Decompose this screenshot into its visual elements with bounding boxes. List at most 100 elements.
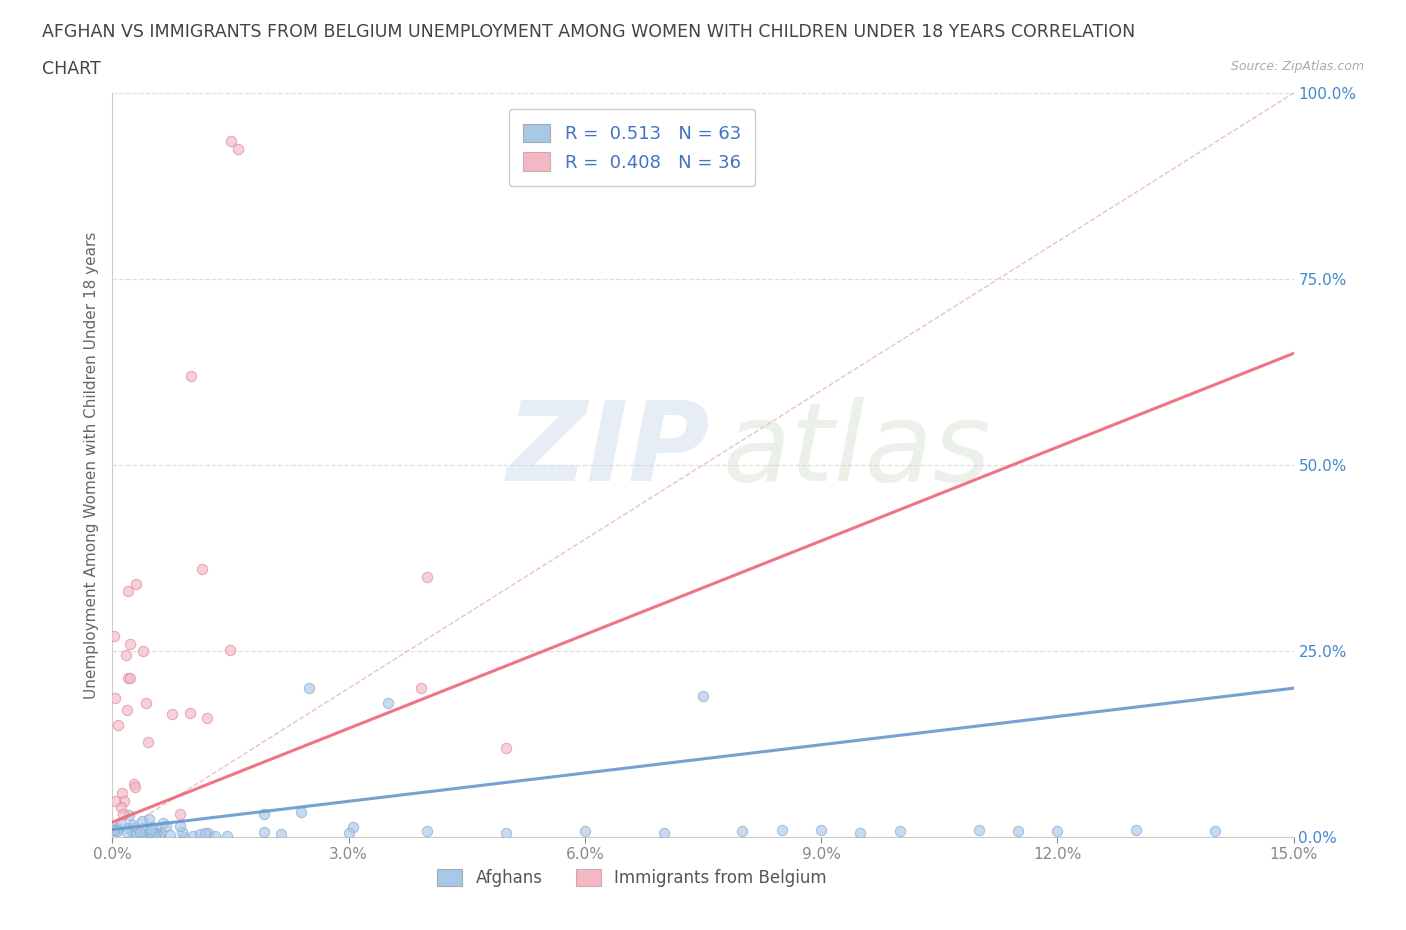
Text: AFGHAN VS IMMIGRANTS FROM BELGIUM UNEMPLOYMENT AMONG WOMEN WITH CHILDREN UNDER 1: AFGHAN VS IMMIGRANTS FROM BELGIUM UNEMPL… <box>42 23 1136 41</box>
Point <box>219 643 242 658</box>
Point <box>131 814 153 829</box>
Point <box>169 806 191 821</box>
Point <box>103 629 125 644</box>
Point <box>1007 824 1029 839</box>
Point <box>115 648 138 663</box>
Point <box>110 816 132 830</box>
Point <box>118 671 141 685</box>
Point <box>195 711 218 725</box>
Point <box>141 821 163 836</box>
Point <box>180 368 202 383</box>
Point <box>136 735 159 750</box>
Point <box>112 807 135 822</box>
Point <box>107 820 129 835</box>
Text: Source: ZipAtlas.com: Source: ZipAtlas.com <box>1230 60 1364 73</box>
Point <box>143 829 166 844</box>
Point <box>117 584 139 599</box>
Point <box>1125 822 1147 837</box>
Point <box>112 793 135 808</box>
Point <box>111 785 134 800</box>
Point <box>1204 824 1226 839</box>
Point <box>253 806 276 821</box>
Point <box>105 824 128 839</box>
Point <box>190 562 212 577</box>
Point <box>138 812 160 827</box>
Point <box>129 827 152 842</box>
Point <box>169 818 191 833</box>
Point <box>162 707 184 722</box>
Point <box>194 826 217 841</box>
Point <box>110 800 132 815</box>
Point <box>731 824 754 839</box>
Point <box>252 825 274 840</box>
Point <box>103 823 125 838</box>
Point <box>495 826 517 841</box>
Point <box>129 825 152 840</box>
Point <box>377 696 399 711</box>
Point <box>692 688 714 703</box>
Text: CHART: CHART <box>42 60 101 78</box>
Point <box>574 824 596 839</box>
Point <box>139 824 162 839</box>
Point <box>142 827 165 842</box>
Point <box>849 826 872 841</box>
Point <box>889 824 911 839</box>
Point <box>770 822 793 837</box>
Point <box>179 706 201 721</box>
Point <box>125 825 148 840</box>
Point <box>145 826 167 841</box>
Point <box>121 817 143 832</box>
Text: atlas: atlas <box>723 396 991 504</box>
Point <box>104 793 127 808</box>
Point <box>337 826 360 841</box>
Point <box>173 830 195 844</box>
Point <box>152 816 174 830</box>
Point <box>115 825 138 840</box>
Point <box>118 636 141 651</box>
Point <box>197 826 219 841</box>
Point <box>228 141 250 156</box>
Point <box>107 717 129 732</box>
Point <box>122 820 145 835</box>
Point <box>204 829 226 844</box>
Point <box>115 702 138 717</box>
Point <box>141 819 163 834</box>
Point <box>159 828 181 843</box>
Point <box>219 134 242 149</box>
Point <box>118 808 141 823</box>
Point <box>145 826 167 841</box>
Point <box>124 779 146 794</box>
Point <box>131 820 153 835</box>
Legend: Afghans, Immigrants from Belgium: Afghans, Immigrants from Belgium <box>429 861 835 896</box>
Point <box>135 696 157 711</box>
Point <box>148 829 170 844</box>
Point <box>270 827 292 842</box>
Point <box>967 822 990 837</box>
Point <box>342 819 364 834</box>
Point <box>1046 824 1069 839</box>
Point <box>104 690 127 705</box>
Point <box>416 824 439 839</box>
Point <box>117 671 139 685</box>
Point <box>810 822 832 837</box>
Point <box>416 569 439 584</box>
Point <box>495 740 517 755</box>
Point <box>121 824 143 839</box>
Point <box>290 804 312 819</box>
Point <box>150 826 173 841</box>
Point <box>105 822 128 837</box>
Point <box>132 644 155 658</box>
Point <box>125 577 148 591</box>
Y-axis label: Unemployment Among Women with Children Under 18 years: Unemployment Among Women with Children U… <box>83 232 98 698</box>
Point <box>155 818 177 833</box>
Point <box>139 830 162 844</box>
Point <box>131 827 153 842</box>
Text: ZIP: ZIP <box>506 396 710 504</box>
Point <box>298 681 321 696</box>
Point <box>409 681 432 696</box>
Point <box>172 825 194 840</box>
Point <box>183 828 205 843</box>
Point <box>217 829 239 844</box>
Point <box>652 826 675 841</box>
Point <box>188 827 211 842</box>
